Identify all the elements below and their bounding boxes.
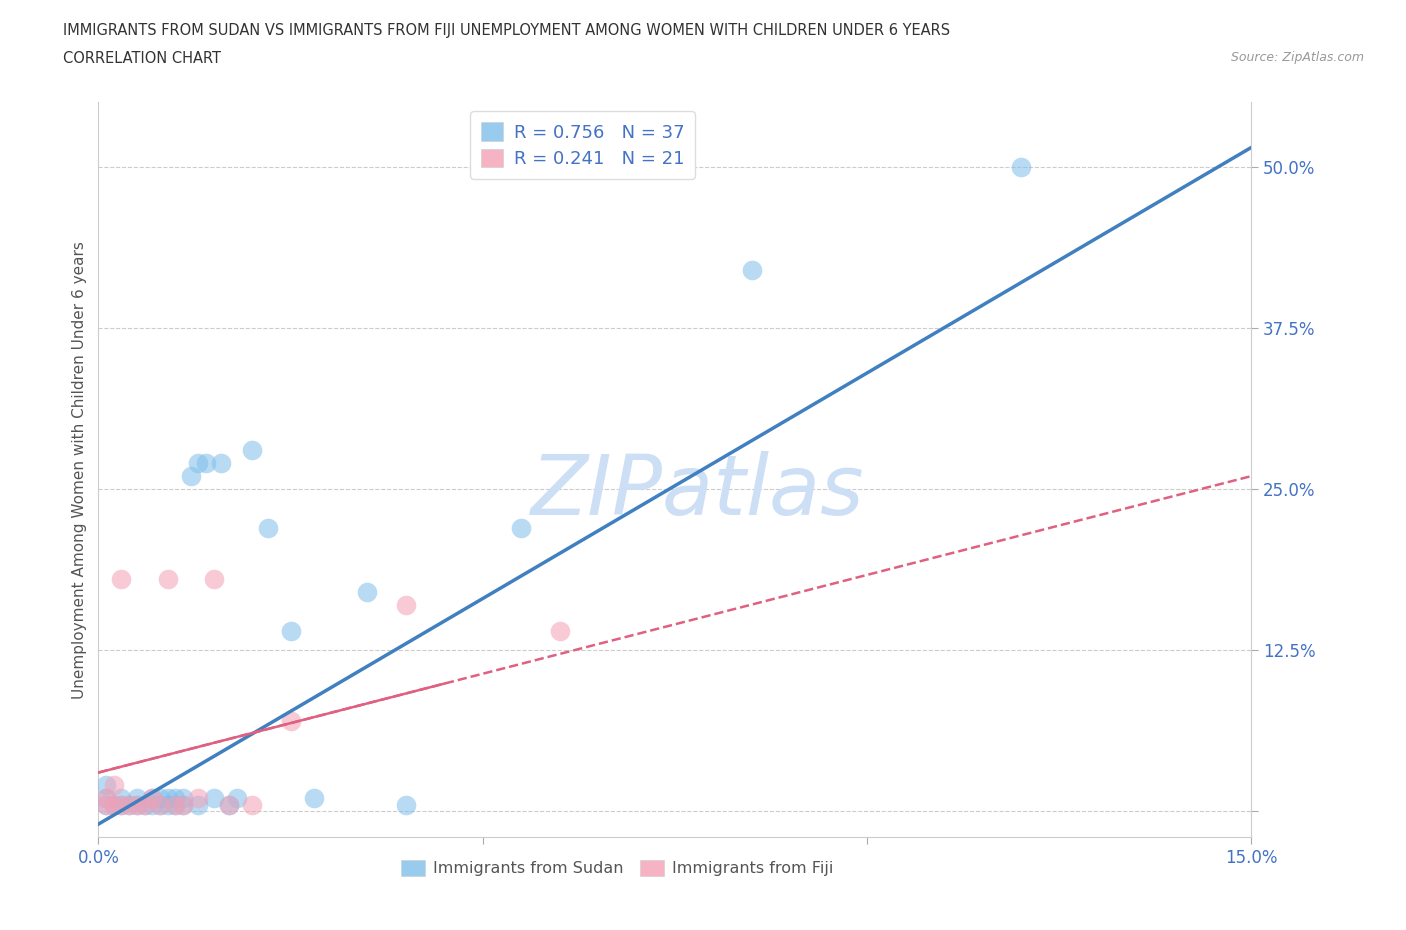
Point [110,572,132,587]
Point [149,797,172,812]
Point [187,456,209,471]
Point [356,585,378,600]
Point [103,778,125,793]
Text: Source: ZipAtlas.com: Source: ZipAtlas.com [1230,51,1364,64]
Point [225,790,247,805]
Y-axis label: Unemployment Among Women with Children Under 6 years: Unemployment Among Women with Children U… [72,241,87,698]
Point [741,262,763,277]
Point [94,797,117,812]
Point [110,797,132,812]
Point [165,797,187,812]
Point [125,797,148,812]
Point [1010,159,1032,174]
Point [548,623,571,638]
Point [165,790,187,805]
Text: IMMIGRANTS FROM SUDAN VS IMMIGRANTS FROM FIJI UNEMPLOYMENT AMONG WOMEN WITH CHIL: IMMIGRANTS FROM SUDAN VS IMMIGRANTS FROM… [63,23,950,38]
Point [202,790,225,805]
Point [118,797,141,812]
Point [156,797,179,812]
Point [280,713,302,728]
Point [156,790,179,805]
Point [180,469,202,484]
Point [172,790,194,805]
Point [125,797,148,812]
Point [141,797,163,812]
Point [94,778,117,793]
Point [141,790,163,805]
Point [103,797,125,812]
Text: CORRELATION CHART: CORRELATION CHART [63,51,221,66]
Point [202,572,225,587]
Point [187,797,209,812]
Point [240,797,263,812]
Point [134,797,156,812]
Point [209,456,232,471]
Point [172,797,194,812]
Point [165,797,187,812]
Point [172,797,194,812]
Point [94,790,117,805]
Point [94,790,117,805]
Legend: Immigrants from Sudan, Immigrants from Fiji: Immigrants from Sudan, Immigrants from F… [394,852,841,884]
Point [395,598,418,613]
Point [110,797,132,812]
Point [94,797,117,812]
Point [149,797,172,812]
Point [125,790,148,805]
Point [395,797,418,812]
Point [280,623,302,638]
Point [218,797,240,812]
Text: ZIPatlas: ZIPatlas [531,451,865,532]
Point [134,797,156,812]
Point [187,790,209,805]
Point [103,797,125,812]
Point [141,790,163,805]
Point [240,443,263,458]
Point [510,520,533,535]
Point [156,572,179,587]
Point [218,797,240,812]
Point [118,797,141,812]
Point [149,790,172,805]
Point [195,456,218,471]
Point [256,520,278,535]
Point [302,790,325,805]
Point [110,790,132,805]
